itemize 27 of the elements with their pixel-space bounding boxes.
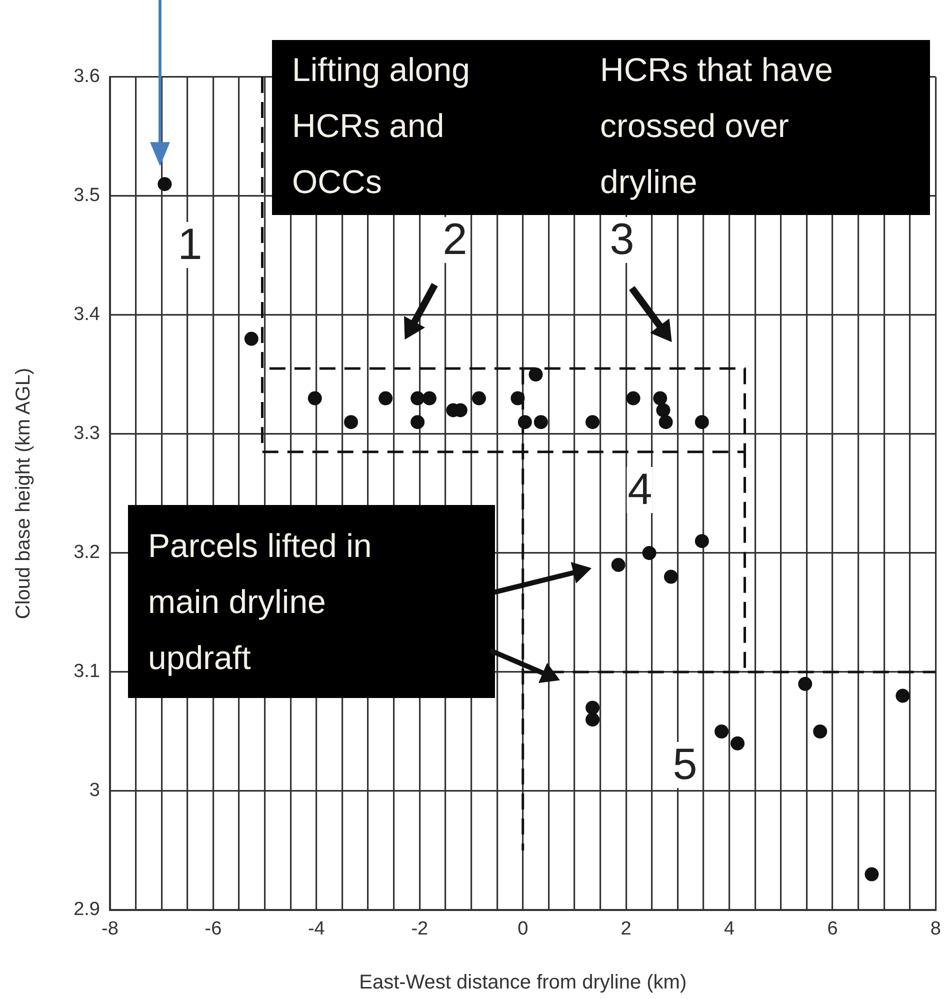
x-tick-label: -4 xyxy=(308,918,326,940)
y-tick-label: 3.3 xyxy=(74,423,100,444)
x-tick-label: -2 xyxy=(411,918,428,940)
x-axis-title: East-West distance from dryline (km) xyxy=(359,972,687,994)
annotation: 4 xyxy=(626,465,654,514)
y-tick-label: 3.5 xyxy=(74,185,100,206)
y-tick-label: 3.6 xyxy=(74,66,100,88)
y-axis-title: Cloud base height (km AGL) xyxy=(12,368,35,620)
y-tick-label: 3.1 xyxy=(74,661,100,682)
x-tick-label: 2 xyxy=(620,918,632,940)
annotation: 5 xyxy=(672,740,698,789)
y-tick-label: 3 xyxy=(89,780,100,802)
x-tick-label: 6 xyxy=(827,918,838,940)
annotation: 2 xyxy=(442,215,468,264)
annotation: 1 xyxy=(176,220,204,269)
x-tick-label: 0 xyxy=(518,918,528,940)
annotation: Parcels lifted in main dryline updraft xyxy=(148,526,372,678)
x-tick-label: -8 xyxy=(102,918,118,940)
x-tick-label: 4 xyxy=(724,918,735,940)
y-tick-label: 3.2 xyxy=(74,542,100,564)
y-tick-label: 2.9 xyxy=(74,899,100,920)
y-tick-label: 3.4 xyxy=(74,304,100,326)
x-tick-label: 8 xyxy=(930,918,942,940)
annotation: 3 xyxy=(608,215,636,264)
x-tick-label: -6 xyxy=(204,918,222,940)
annotation: HCRs that have crossed over dryline xyxy=(600,50,833,202)
annotation: Lifting along HCRs and OCCs xyxy=(292,50,470,202)
